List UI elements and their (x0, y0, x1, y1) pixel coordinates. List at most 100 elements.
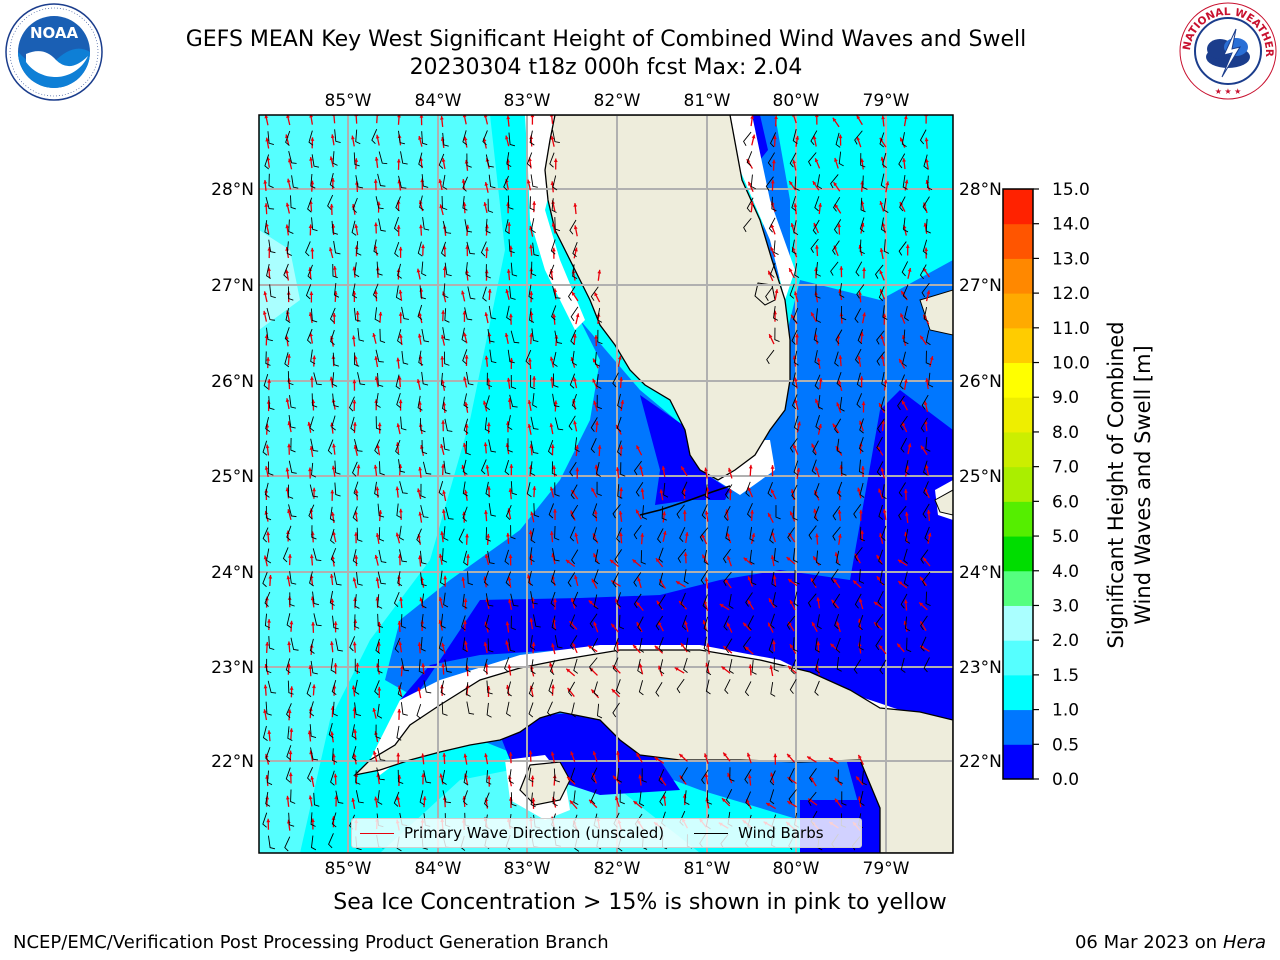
wind-barb (838, 151, 844, 167)
wind-barb (639, 637, 645, 653)
wave-arrow-head (529, 618, 534, 623)
wind-barb (772, 592, 778, 608)
wave-arrow-head (529, 244, 534, 249)
wind-barb (553, 768, 561, 783)
wind-barb (744, 769, 752, 784)
wind-barb (348, 396, 355, 412)
wind-barb (765, 176, 774, 191)
wave-arrow-head (719, 604, 724, 608)
wave-arrow-head (704, 753, 708, 758)
wave-arrow-head (416, 379, 421, 383)
wind-barb (768, 217, 776, 233)
wave-arrow-head (593, 621, 598, 626)
wave-arrow-head (702, 554, 706, 559)
wind-barb (533, 503, 540, 518)
wave-arrow-head (832, 117, 837, 122)
wind-barb (377, 594, 383, 609)
wind-barb (532, 393, 538, 408)
wave-arrow-head (898, 581, 903, 585)
wind-barb (554, 417, 564, 431)
wind-barb (265, 196, 275, 210)
wind-barb (812, 440, 819, 456)
wave-arrow-head (860, 332, 864, 336)
wave-arrow-head (287, 378, 292, 382)
wind-barb (879, 659, 887, 675)
wind-barb (352, 746, 357, 762)
wave-arrow-head (285, 398, 290, 403)
wind-barb (635, 481, 644, 497)
wind-barb (817, 394, 824, 410)
wind-barb (684, 790, 690, 805)
wind-barb (441, 195, 448, 211)
wind-barb (489, 349, 497, 364)
wave-arrow-head (787, 753, 791, 758)
wind-barb (438, 153, 445, 169)
wind-barb (288, 151, 297, 164)
wind-barb (883, 239, 890, 254)
wave-arrow-head (923, 401, 928, 406)
wave-arrow-head (836, 621, 840, 626)
wave-arrow-head (551, 247, 556, 252)
wave-arrow-head (810, 578, 815, 583)
wave-arrow-head (285, 467, 290, 472)
wind-barb (421, 613, 427, 629)
wind-barb (377, 373, 384, 387)
wind-barb (815, 308, 822, 323)
wind-barb (463, 550, 468, 566)
wave-arrow-head (633, 644, 637, 649)
wave-arrow-head (903, 379, 908, 383)
wave-arrow-head (440, 531, 445, 536)
wave-arrow-head (506, 377, 511, 382)
wind-barb (676, 504, 685, 519)
wind-barb (770, 681, 776, 697)
wind-barb (832, 526, 841, 541)
wind-barb (488, 439, 497, 453)
wave-arrow-head (632, 559, 637, 564)
wind-barb (657, 528, 664, 544)
wave-arrow-head (289, 686, 294, 690)
wave-arrow-head (856, 115, 861, 120)
wind-barb (417, 395, 423, 411)
wave-arrow-head (375, 134, 380, 139)
wave-arrow-head (766, 803, 771, 807)
wind-barb (547, 439, 554, 456)
wind-barb (506, 701, 511, 717)
wind-barb (787, 527, 795, 542)
wind-barb (286, 525, 292, 541)
wave-arrow-head (310, 247, 315, 252)
wave-arrow-head (923, 557, 927, 562)
wave-arrow-head (811, 312, 815, 317)
wave-arrow-head (264, 115, 269, 119)
wind-barb (416, 703, 422, 720)
wind-barb (834, 418, 842, 434)
wave-arrow-head (566, 668, 571, 673)
wind-barb (396, 503, 402, 519)
colorbar-segment (1003, 327, 1033, 364)
wave-arrow-head (486, 422, 491, 427)
wind-barb (288, 219, 294, 234)
wave-arrow-head (441, 420, 446, 424)
wave-arrow-head (417, 687, 422, 692)
wind-barb (751, 660, 757, 675)
wave-arrow-head (903, 115, 908, 120)
wind-barb (554, 330, 563, 344)
wave-arrow-head (879, 645, 883, 650)
wave-arrow-head (769, 334, 773, 339)
wave-arrow-head (593, 358, 597, 363)
wave-arrow-head (774, 115, 778, 120)
wind-barb (420, 636, 426, 652)
wind-barb (794, 263, 800, 278)
wind-barb (284, 836, 291, 852)
wave-arrow-head (286, 178, 291, 183)
wind-barb (485, 527, 491, 542)
wind-barb (814, 483, 820, 499)
wave-arrow-head (485, 464, 490, 469)
wave-arrow-head (925, 378, 930, 382)
wave-arrow-head (591, 487, 595, 492)
wave-arrow-head (463, 376, 467, 381)
colorbar-tick-label: 5.0 (1052, 527, 1079, 547)
wind-barb (856, 393, 863, 409)
wave-arrow-head (464, 354, 469, 359)
wind-barb (419, 195, 424, 211)
wave-arrow-head (289, 728, 294, 732)
